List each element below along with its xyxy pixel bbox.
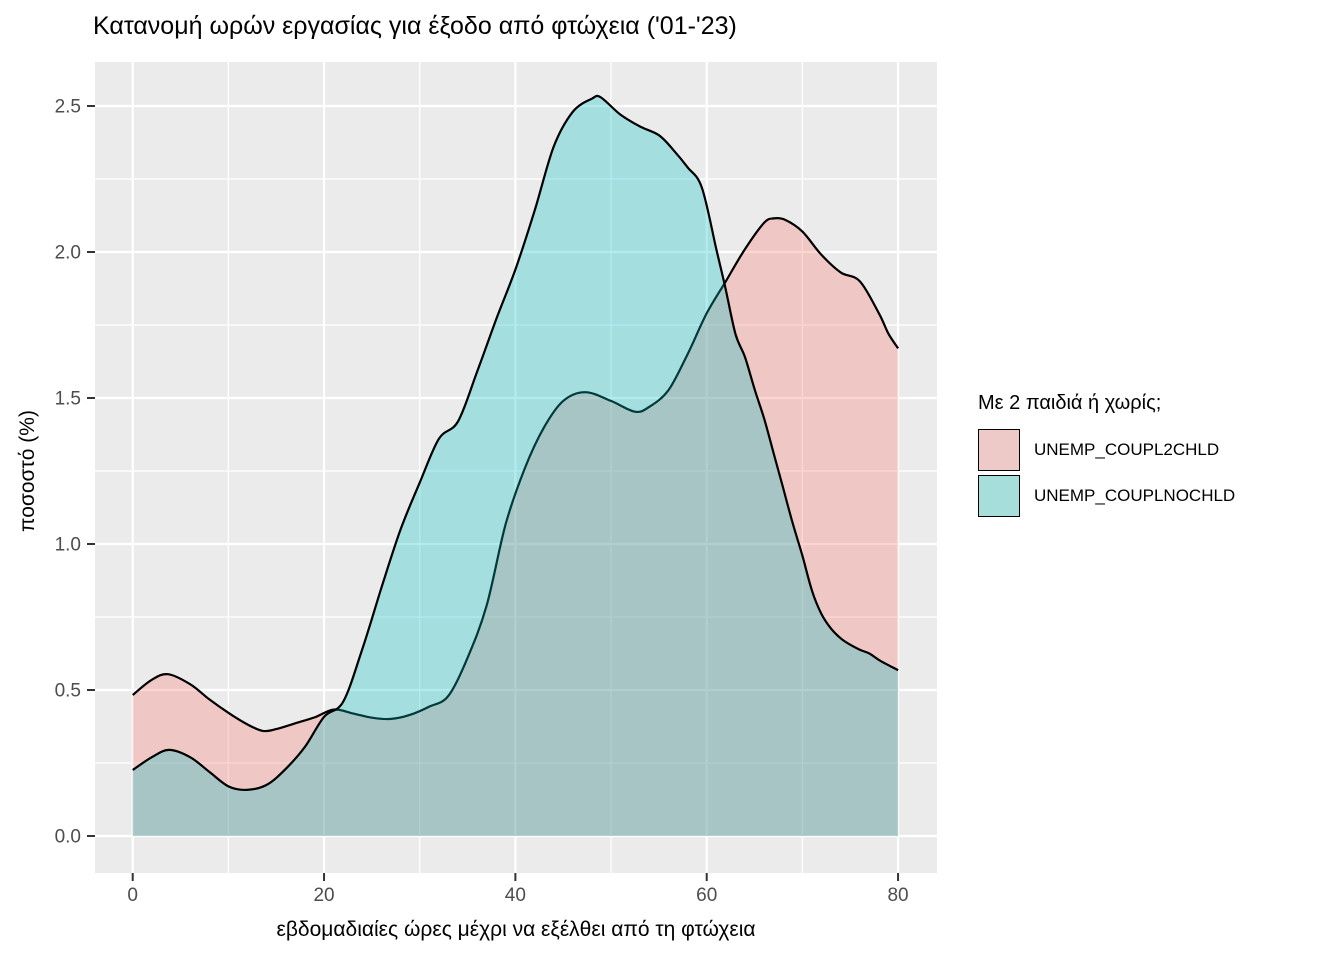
y-axis-title: ποσοστό (%) bbox=[16, 410, 39, 532]
y-tick-label: 1.0 bbox=[55, 535, 81, 556]
x-tick-label: 40 bbox=[505, 885, 526, 906]
legend: Με 2 παιδιά ή χωρίς; UNEMP_COUPL2CHLD UN… bbox=[978, 392, 1235, 521]
chart-title: Κατανομή ωρών εργασίας για έξοδο από φτώ… bbox=[93, 12, 737, 40]
y-tick-label: 0.5 bbox=[55, 681, 81, 702]
y-tick-label: 2.0 bbox=[55, 243, 81, 264]
x-tick-label: 60 bbox=[696, 885, 717, 906]
x-tick-label: 80 bbox=[887, 885, 908, 906]
legend-swatch-unemp-couplnochld bbox=[978, 475, 1020, 517]
legend-item: UNEMP_COUPL2CHLD bbox=[978, 429, 1235, 471]
y-tick-label: 2.5 bbox=[55, 97, 81, 118]
density-area-UNEMP_COUPLNOCHLD bbox=[132, 95, 899, 837]
legend-item: UNEMP_COUPLNOCHLD bbox=[978, 475, 1235, 517]
x-tick-label: 0 bbox=[127, 885, 138, 906]
x-axis-title: εβδομαδιαίες ώρες μέχρι να εξέλθει από τ… bbox=[276, 918, 756, 941]
density-outline-UNEMP_COUPLNOCHLD bbox=[132, 94, 899, 792]
legend-label: UNEMP_COUPLNOCHLD bbox=[1034, 486, 1236, 505]
legend-swatch-unemp-coupl2chld bbox=[978, 429, 1020, 471]
legend-label: UNEMP_COUPL2CHLD bbox=[1034, 440, 1220, 459]
y-tick-label: 0.0 bbox=[55, 827, 81, 848]
x-tick-label: 20 bbox=[313, 885, 334, 906]
density-outline-UNEMP_COUPL2CHLD bbox=[132, 216, 900, 733]
y-tick-label: 1.5 bbox=[55, 389, 81, 410]
density-area-UNEMP_COUPL2CHLD bbox=[132, 218, 899, 836]
legend-title: Με 2 παιδιά ή χωρίς; bbox=[978, 392, 1162, 414]
